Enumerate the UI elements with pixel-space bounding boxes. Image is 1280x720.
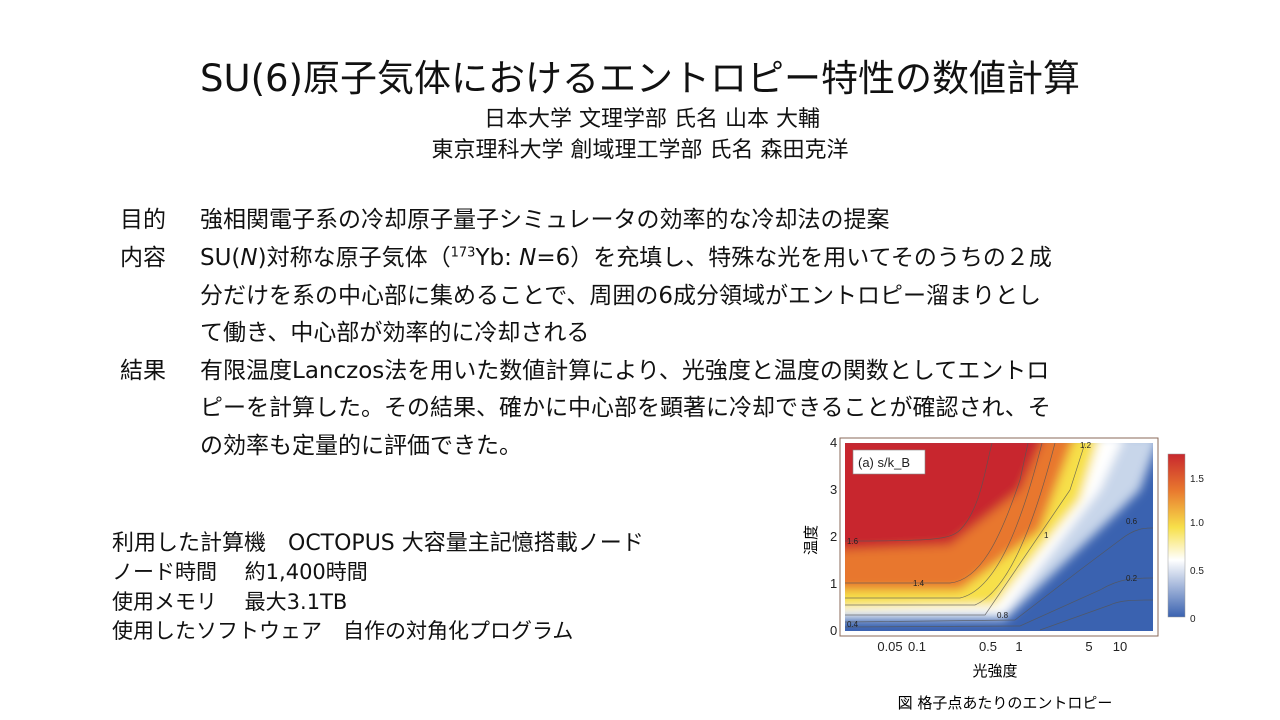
colorbar bbox=[1167, 453, 1186, 618]
x-ticks: 0.05 0.1 0.5 1 5 10 bbox=[877, 639, 1127, 654]
panel-label-box bbox=[852, 449, 926, 475]
x-tick-label: 10 bbox=[1113, 639, 1127, 654]
result-line-3: の効率も定量的に評価できた。 bbox=[200, 433, 522, 459]
x-tick-label: 0.05 bbox=[877, 639, 902, 654]
resource-software: 使用したソフトウェア 自作の対角化プログラム bbox=[112, 619, 574, 643]
colorbar-tick: 0 bbox=[1190, 614, 1196, 625]
panel-label: (a) s/k_B bbox=[858, 455, 910, 470]
x-tick-label: 5 bbox=[1085, 639, 1092, 654]
y-tick-label: 4 bbox=[830, 435, 837, 450]
result-line-1: 有限温度Lanczos法を用いた数値計算により、光強度と温度の関数としてエントロ bbox=[200, 358, 1050, 384]
result-line-2: ピーを計算した。その結果、確かに中心部を顕著に冷却できることが確認され、そ bbox=[200, 395, 1051, 421]
colorbar-tick: 0.5 bbox=[1190, 566, 1204, 577]
contour-label: 1.4 bbox=[913, 579, 925, 588]
colorbar-tick: 1.5 bbox=[1190, 474, 1204, 485]
contour-label: 1.2 bbox=[1080, 441, 1092, 450]
y-axis-label: 温度 bbox=[802, 525, 820, 555]
resource-computer: 利用した計算機 OCTOPUS 大容量主記憶搭載ノード bbox=[112, 531, 644, 556]
content-line-1: SU(N)対称な原子気体（173Yb: N=6）を充填し、特殊な光を用いてそのう… bbox=[200, 245, 1052, 271]
purpose-text: 強相関電子系の冷却原子量子シミュレータの効率的な冷却法の提案 bbox=[200, 207, 890, 233]
entropy-heatmap-figure: 1.6 1.4 1.2 1 0.8 0.6 0.4 0.2 (a) s/k_B … bbox=[802, 435, 1204, 712]
contour-label: 0.2 bbox=[1126, 574, 1138, 583]
contour-labels: 1.6 1.4 1.2 1 0.8 0.6 0.4 0.2 bbox=[847, 441, 1138, 629]
y-tick-label: 1 bbox=[830, 576, 837, 591]
content-line-2: 分だけを系の中心部に集めることで、周囲の6成分領域がエントロピー溜まりとし bbox=[200, 283, 1042, 309]
contour-label: 0.4 bbox=[847, 620, 859, 629]
contour-label: 1 bbox=[1044, 531, 1049, 540]
contour-label: 1.6 bbox=[847, 537, 859, 546]
contour-label: 0.8 bbox=[997, 611, 1009, 620]
x-axis-label: 光強度 bbox=[972, 662, 1017, 680]
y-tick-label: 0 bbox=[830, 623, 837, 638]
resource-node-hours: ノード時間 約1,400時間 bbox=[112, 560, 368, 584]
label-content: 内容 bbox=[120, 245, 166, 271]
content-line-3: て働き、中心部が効率的に冷却される bbox=[200, 320, 590, 346]
author-1: 日本大学 文理学部 氏名 山本 大輔 bbox=[484, 107, 820, 132]
label-result: 結果 bbox=[120, 358, 166, 384]
author-2: 東京理科大学 創域理工学部 氏名 森田克洋 bbox=[431, 138, 849, 163]
y-tick-label: 2 bbox=[830, 529, 837, 544]
label-purpose: 目的 bbox=[120, 207, 166, 233]
x-tick-label: 0.1 bbox=[908, 639, 926, 654]
contour-label: 0.6 bbox=[1126, 517, 1138, 526]
x-tick-label: 0.5 bbox=[979, 639, 997, 654]
x-tick-label: 1 bbox=[1015, 639, 1022, 654]
y-ticks: 0 1 2 3 4 bbox=[830, 435, 837, 638]
y-tick-label: 3 bbox=[830, 482, 837, 497]
slide-title: SU(6)原子気体におけるエントロピー特性の数値計算 bbox=[200, 57, 1080, 100]
colorbar-ticks: 0 0.5 1.0 1.5 bbox=[1190, 474, 1204, 625]
resource-memory: 使用メモリ 最大3.1TB bbox=[112, 590, 348, 614]
figure-caption: 図 格子点あたりのエントロピー bbox=[898, 694, 1113, 712]
colorbar-tick: 1.0 bbox=[1190, 518, 1204, 529]
heatmap-field bbox=[845, 443, 1153, 631]
